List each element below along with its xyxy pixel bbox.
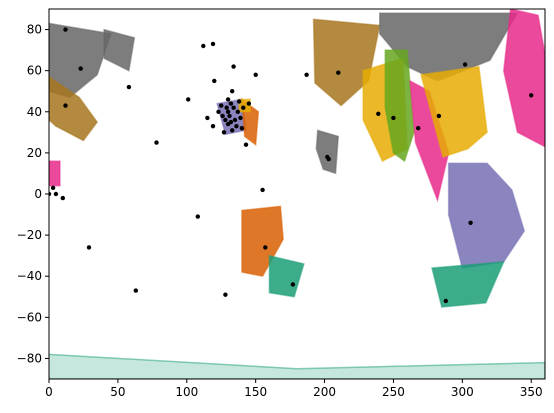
data-point-55 xyxy=(436,113,442,119)
data-point-59 xyxy=(529,93,534,98)
region-teal-13 xyxy=(268,254,305,298)
y-axis: −80 −60 −40 −20 0 20 40 60 80 xyxy=(17,23,49,365)
data-point-43 xyxy=(253,72,258,78)
data-point-17 xyxy=(210,124,216,129)
data-point-35 xyxy=(234,124,239,129)
data-point-41 xyxy=(243,142,249,147)
point-layer xyxy=(49,27,534,304)
data-point-0 xyxy=(63,27,68,32)
data-point-27 xyxy=(227,113,232,119)
x-tick-label: 200 xyxy=(313,385,336,399)
data-point-46 xyxy=(290,282,296,287)
region-teal-11 xyxy=(431,260,505,308)
data-point-25 xyxy=(225,97,231,102)
data-point-56 xyxy=(462,62,468,67)
data-point-45 xyxy=(263,245,268,250)
data-point-23 xyxy=(224,105,229,110)
data-point-50 xyxy=(326,156,331,162)
data-point-58 xyxy=(443,298,448,304)
data-point-37 xyxy=(236,99,242,104)
y-tick-label: 80 xyxy=(27,23,42,37)
data-point-33 xyxy=(231,105,236,110)
data-point-20 xyxy=(220,113,225,119)
data-point-14 xyxy=(205,115,210,121)
data-point-48 xyxy=(304,72,309,78)
region-brown-2 xyxy=(49,75,99,142)
data-point-10 xyxy=(133,288,138,293)
data-point-40 xyxy=(241,105,246,110)
data-point-39 xyxy=(239,126,245,131)
data-point-42 xyxy=(246,101,251,106)
region-gold-8 xyxy=(420,65,488,158)
x-tick-label: 0 xyxy=(45,385,53,399)
data-point-13 xyxy=(201,43,206,49)
x-axis: 0 50 100 150 200 250 300 350 xyxy=(45,379,543,399)
data-point-30 xyxy=(230,89,235,94)
y-tick-label: 0 xyxy=(34,187,42,201)
x-tick-label: 150 xyxy=(244,385,267,399)
region-layer xyxy=(49,9,545,379)
data-point-51 xyxy=(336,70,341,75)
data-point-5 xyxy=(53,191,59,197)
data-point-44 xyxy=(260,187,265,193)
y-tick-label: −40 xyxy=(17,269,42,283)
data-point-16 xyxy=(212,78,217,84)
data-point-47 xyxy=(223,292,228,297)
data-point-19 xyxy=(219,103,224,108)
x-tick-label: 350 xyxy=(520,385,543,399)
data-point-6 xyxy=(60,195,65,201)
region-gray-0 xyxy=(49,22,112,99)
y-tick-label: 60 xyxy=(27,64,42,78)
y-tick-label: −20 xyxy=(17,228,42,242)
x-tick-label: 50 xyxy=(110,385,125,399)
data-point-2 xyxy=(63,103,68,108)
data-point-36 xyxy=(235,109,240,115)
x-tick-label: 300 xyxy=(451,385,474,399)
y-tick-label: 40 xyxy=(27,105,42,119)
region-magenta-9 xyxy=(502,9,545,148)
data-point-3 xyxy=(49,191,52,197)
data-point-26 xyxy=(225,109,231,115)
data-point-7 xyxy=(86,245,92,250)
data-point-21 xyxy=(221,130,227,135)
data-point-57 xyxy=(468,220,473,225)
x-tick-label: 250 xyxy=(382,385,405,399)
region-gray-14 xyxy=(315,129,340,175)
region-gray-1 xyxy=(103,28,136,72)
data-point-11 xyxy=(186,97,191,102)
data-point-34 xyxy=(232,117,238,123)
data-point-32 xyxy=(231,64,236,69)
data-point-4 xyxy=(50,185,56,190)
data-point-31 xyxy=(230,128,235,133)
data-point-15 xyxy=(210,41,216,47)
data-point-54 xyxy=(416,126,421,131)
x-tick-label: 100 xyxy=(175,385,198,399)
data-point-52 xyxy=(376,111,381,117)
y-tick-label: −80 xyxy=(17,351,42,365)
data-point-12 xyxy=(195,214,200,219)
data-point-38 xyxy=(238,115,243,121)
data-point-8 xyxy=(126,84,132,90)
data-point-18 xyxy=(216,109,221,115)
region-magenta-18 xyxy=(49,160,61,187)
y-tick-label: −60 xyxy=(17,310,42,324)
region-teal-19 xyxy=(49,353,545,379)
region-green-6 xyxy=(384,49,415,163)
data-point-9 xyxy=(154,140,159,145)
data-point-29 xyxy=(228,101,234,106)
data-point-1 xyxy=(78,66,83,71)
y-tick-label: 20 xyxy=(27,146,42,160)
data-point-53 xyxy=(391,115,396,121)
data-point-22 xyxy=(223,117,228,123)
data-point-28 xyxy=(228,119,234,125)
region-purple-10 xyxy=(447,162,526,269)
